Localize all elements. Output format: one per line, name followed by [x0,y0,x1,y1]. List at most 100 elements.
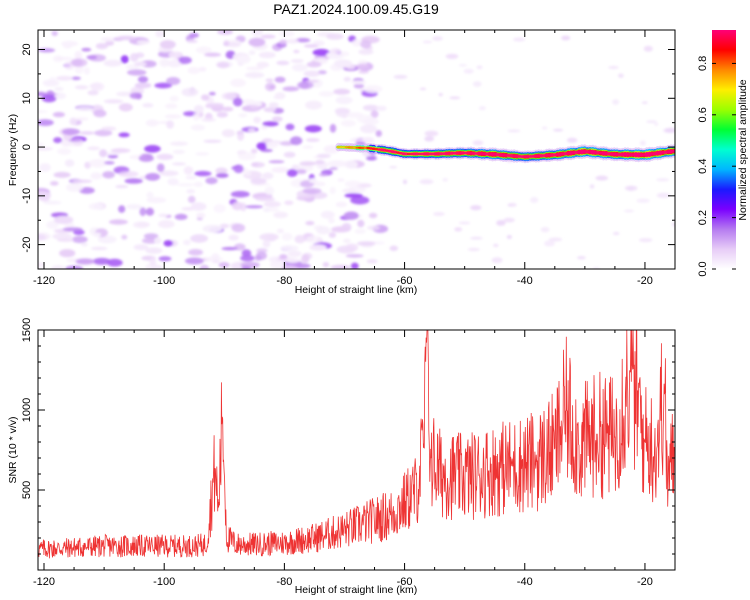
y-tick-label: 1500 [21,318,33,342]
noise-blob [245,205,264,209]
noise-blob [74,50,83,60]
noise-blob [124,178,143,184]
noise-blob [190,234,209,243]
noise-blob [237,152,256,161]
snr-ticks: -120 -100 -80 -60 -40 -20 500 1000 1500 [21,318,676,588]
noise-blob [493,243,499,248]
signal-segment [528,155,533,158]
noise-blob [38,234,47,241]
noise-blob [263,107,276,113]
noise-blob [265,78,274,83]
y-tick-label: -10 [21,188,33,204]
snr-frame [37,329,676,571]
noise-blob [240,255,255,262]
x-tick-label: -20 [637,576,653,588]
noise-blob [260,34,276,39]
noise-blob [362,118,379,126]
noise-blob [265,141,279,148]
y-tick-label: 10 [21,92,33,104]
noise-blob [144,145,161,153]
noise-blob [357,219,365,228]
noise-blob [254,255,263,261]
noise-blob [438,93,443,97]
noise-blob [256,248,268,253]
noise-blob [458,64,467,67]
noise-blob [274,76,286,83]
noise-blob [101,126,117,131]
noise-blob [231,223,246,233]
noise-blob [201,118,216,122]
noise-blob [70,58,88,67]
noise-blob [419,179,434,185]
noise-blob [118,205,126,213]
noise-blob [134,62,147,67]
noise-blob [159,170,179,177]
noise-blob [103,152,121,156]
noise-blob [262,239,271,248]
x-tick-label: -100 [153,275,175,287]
noise-blob [59,249,76,258]
noise-blob [338,51,350,57]
noise-blob [118,171,139,178]
spectrogram-signal [335,142,675,164]
noise-blob [340,119,356,127]
noise-blob [92,257,111,265]
noise-blob [258,51,276,59]
signal-segment [336,146,341,149]
noise-blob [263,201,281,208]
noise-blob [335,96,353,105]
noise-blob [155,30,165,38]
noise-blob [327,160,348,168]
noise-blob [654,122,659,126]
noise-blob [470,236,483,240]
noise-blob [154,82,172,89]
signal-segment [404,152,408,156]
noise-blob [97,235,117,244]
noise-blob [566,137,578,143]
noise-blob [281,232,293,241]
noise-blob [61,40,78,47]
noise-blob [366,259,378,264]
noise-blob [343,238,351,244]
signal-segment [415,152,419,156]
noise-blob [503,217,515,223]
noise-blob [218,262,230,268]
signal-segment [423,152,427,156]
noise-blob [105,40,115,46]
noise-blob [178,56,192,64]
noise-blob [273,211,288,219]
noise-blob [187,67,201,74]
noise-blob [358,70,369,74]
signal-segment [623,152,627,157]
noise-blob [241,249,252,257]
noise-blob [55,76,73,81]
noise-blob [274,92,286,100]
noise-blob [389,245,399,252]
noise-blob [541,126,548,130]
noise-blob [193,112,200,121]
noise-blob [251,162,265,168]
signal-segment [455,151,460,155]
noise-blob [265,82,276,92]
colorbar-ticks: 0.0 0.2 0.4 0.6 0.8 [697,56,736,277]
noise-blob [641,101,648,104]
noise-blob [350,262,359,269]
noise-blob [107,154,119,159]
noise-blob [656,192,671,199]
noise-blob [618,73,624,78]
noise-blob [470,205,482,211]
noise-blob [93,232,102,238]
noise-blob [478,106,486,111]
signal-segment [536,154,541,158]
colorbar-tick-label: 0.8 [697,56,709,71]
snr-xlabel: Height of straight line (km) [295,584,418,596]
signal-segment [504,153,508,157]
noise-blob [146,191,154,199]
signal-segment [582,149,587,154]
noise-blob [283,151,296,158]
signal-segment [493,152,498,157]
noise-blob [329,123,337,133]
noise-blob [449,96,461,100]
noise-blob [89,83,101,89]
